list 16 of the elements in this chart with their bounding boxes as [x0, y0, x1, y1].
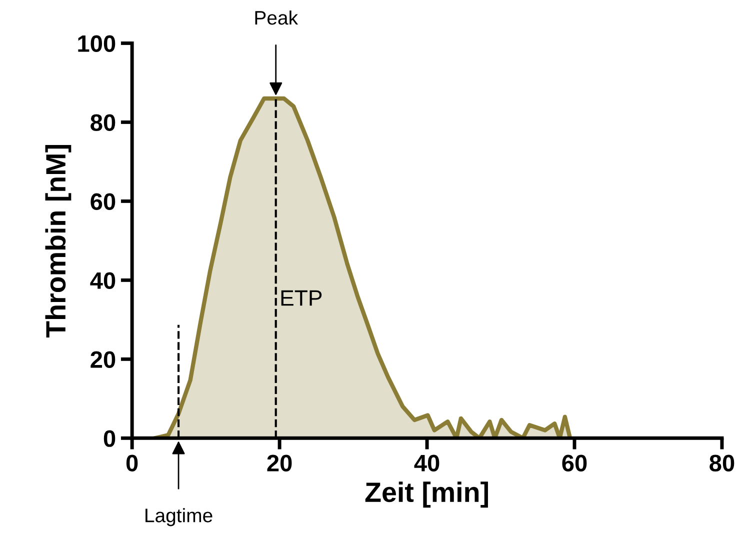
- y-tick-label: 20: [90, 351, 116, 368]
- y-tick-label: 60: [90, 193, 116, 210]
- y-tick-label: 100: [78, 35, 116, 52]
- x-tick-label: 80: [710, 454, 734, 472]
- x-axis-title: Zeit [min]: [365, 482, 488, 508]
- x-tick-label: 40: [414, 454, 440, 472]
- ref-line-label: Peak: [255, 10, 298, 25]
- x-tick-label: 60: [562, 454, 587, 472]
- y-tick-label: 40: [90, 272, 116, 289]
- x-tick-label: 0: [126, 454, 138, 472]
- annotation: ETP: [281, 290, 322, 306]
- y-tick-label: 0: [104, 430, 116, 447]
- y-axis-title: Thrombin [nM]: [45, 145, 72, 338]
- x-tick-label: 20: [267, 454, 292, 472]
- y-tick-label: 80: [90, 114, 116, 131]
- ref-line-label: Lagtime: [146, 508, 212, 526]
